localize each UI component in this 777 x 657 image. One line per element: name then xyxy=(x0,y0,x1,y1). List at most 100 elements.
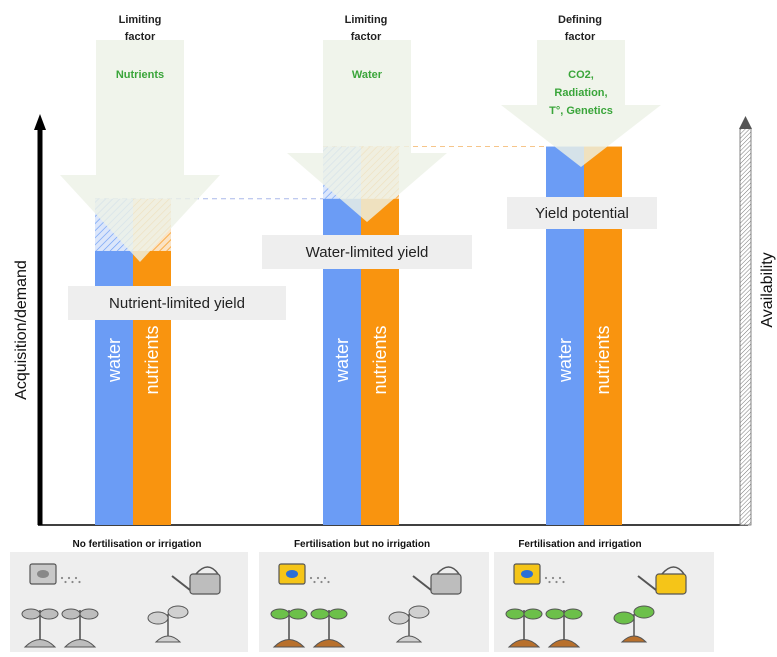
fertiliser-bag-emblem xyxy=(286,570,298,578)
plant-leaf-right xyxy=(39,608,59,620)
fertiliser-dot xyxy=(551,576,555,580)
plant-icon-1 xyxy=(270,608,308,648)
scenario-label-1: No fertilisation or irrigation xyxy=(73,539,202,550)
plant-icon-1 xyxy=(505,608,543,648)
fertiliser-dot xyxy=(316,576,320,580)
fertiliser-dot xyxy=(544,576,548,580)
factor-name-line-2: Radiation, xyxy=(554,87,607,99)
left-axis-arrowhead xyxy=(34,114,46,130)
plant-leaf-left xyxy=(21,608,41,620)
factor-name-line-1: CO2, xyxy=(568,69,594,81)
fertiliser-dot xyxy=(320,580,323,584)
factor-arrow-1 xyxy=(60,40,220,262)
plant-soil xyxy=(272,639,306,648)
plant-soil xyxy=(312,639,346,648)
factor-arrow-3 xyxy=(501,40,661,167)
watered-plant-icon xyxy=(613,605,655,643)
fertiliser-bag-icon xyxy=(513,563,565,585)
scenario-label-2: Fertilisation but no irrigation xyxy=(294,539,430,550)
yield-label-3: Yield potential xyxy=(535,205,629,222)
fertiliser-dot xyxy=(60,576,64,580)
fertiliser-dot xyxy=(562,580,565,584)
plant-leaf-left xyxy=(310,608,330,620)
fertiliser-dot xyxy=(327,580,330,584)
right-axis-bar xyxy=(739,127,752,526)
factor-heading-line-2: factor xyxy=(125,31,156,43)
plant-soil xyxy=(23,639,57,648)
fertiliser-dot xyxy=(548,580,551,584)
plant-soil xyxy=(507,639,541,648)
watering-can-body xyxy=(430,573,462,595)
plant-leaf-right xyxy=(408,605,430,619)
fertiliser-dot xyxy=(309,576,313,580)
plant-leaf-left xyxy=(545,608,565,620)
scenario-panel-2 xyxy=(259,552,489,652)
water-bar-label-3: water xyxy=(555,338,575,383)
fertiliser-dot xyxy=(313,580,316,584)
plant-leaf-left xyxy=(505,608,525,620)
plant-leaf-right xyxy=(523,608,543,620)
plant-icon-1 xyxy=(21,608,59,648)
right-axis: Availability xyxy=(739,116,776,526)
left-axis-label: Acquisition/demand xyxy=(13,260,30,400)
factor-heading-line-1: Limiting xyxy=(345,14,388,26)
yield-label-box-3 xyxy=(507,197,657,229)
right-axis-arrowhead xyxy=(739,116,752,129)
fertiliser-dot xyxy=(78,580,81,584)
watering-can-body xyxy=(655,573,687,595)
fertiliser-dot xyxy=(71,580,74,584)
plant-icon-2 xyxy=(310,608,348,648)
watering-can-icon xyxy=(171,566,221,595)
plant-leaf-right xyxy=(328,608,348,620)
yield-label-2: Water-limited yield xyxy=(306,244,429,261)
factor-name-line-3: T°, Genetics xyxy=(549,105,613,117)
right-axis-label: Availability xyxy=(759,252,776,327)
plant-leaf-right xyxy=(288,608,308,620)
plant-leaf-left xyxy=(270,608,290,620)
factor-name-line-1: Nutrients xyxy=(116,69,164,81)
plant-soil xyxy=(63,639,97,648)
plant-soil xyxy=(154,635,182,643)
watering-can-spout xyxy=(171,575,191,591)
plant-leaf-left xyxy=(613,611,635,625)
fertiliser-bag-icon xyxy=(29,563,81,585)
factor-name-line-1: Water xyxy=(352,69,383,81)
watered-plant-icon xyxy=(147,605,189,643)
factor-heading-line-1: Defining xyxy=(558,14,602,26)
nutrients-bar-label-3: nutrients xyxy=(593,325,613,394)
plant-soil xyxy=(547,639,581,648)
fertiliser-bag-emblem xyxy=(37,570,49,578)
fertiliser-dot xyxy=(558,576,562,580)
watering-can-handle xyxy=(661,566,685,575)
plant-soil xyxy=(395,635,423,643)
factor-heading-line-2: factor xyxy=(565,31,596,43)
fertiliser-dot xyxy=(74,576,78,580)
watering-can-handle xyxy=(436,566,460,575)
column-3: Defining factor CO2, Radiation, T°, Genetics… xyxy=(494,14,714,652)
plant-leaf-left xyxy=(61,608,81,620)
scenario-panel-3 xyxy=(494,552,714,652)
fertiliser-dot xyxy=(67,576,71,580)
watering-can-icon xyxy=(412,566,462,595)
columns-layer: Limiting factor Nutrients Nutrient-limited … xyxy=(10,14,714,652)
plant-leaf-right xyxy=(563,608,583,620)
nutrients-bar-label-2: nutrients xyxy=(370,325,390,394)
fertiliser-bag-emblem xyxy=(521,570,533,578)
watered-plant-icon xyxy=(388,605,430,643)
scenario-panel-1 xyxy=(10,552,248,652)
watering-can-spout xyxy=(637,575,657,591)
plant-leaf-right xyxy=(79,608,99,620)
watering-can-icon xyxy=(637,566,687,595)
plant-soil xyxy=(620,635,648,643)
yield-label-box-2 xyxy=(262,235,472,269)
plant-leaf-right xyxy=(633,605,655,619)
plant-leaf-left xyxy=(147,611,169,625)
fertiliser-bag-icon xyxy=(278,563,330,585)
factor-arrow-2 xyxy=(287,40,447,222)
watering-can-body xyxy=(189,573,221,595)
scenario-label-3: Fertilisation and irrigation xyxy=(518,539,641,550)
fertiliser-dot xyxy=(64,580,67,584)
water-bar-label-2: water xyxy=(332,338,352,383)
yield-label-box-1 xyxy=(68,286,286,320)
